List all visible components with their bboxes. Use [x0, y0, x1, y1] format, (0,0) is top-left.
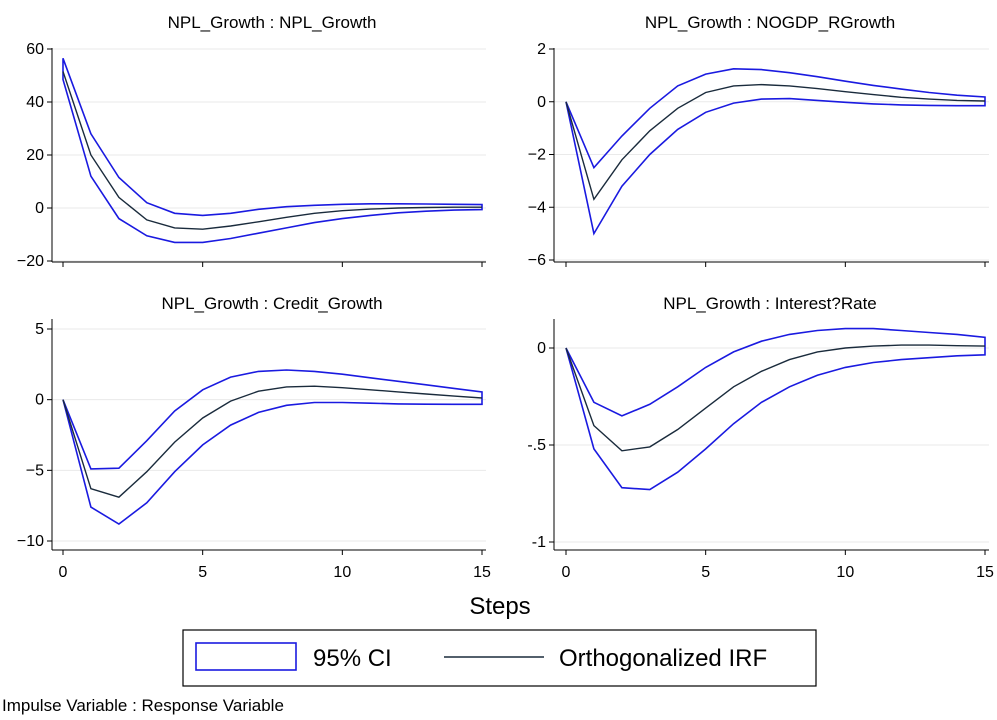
- panel-title: NPL_Growth : Credit_Growth: [161, 294, 382, 313]
- x-tick-label: 15: [473, 564, 491, 581]
- legend-irf-label: Orthogonalized IRF: [559, 645, 767, 672]
- x-tick-label: 5: [701, 564, 710, 581]
- irf-line: [62, 385, 483, 498]
- y-tick-label: 5: [35, 321, 44, 338]
- variables-note: Impulse Variable : Response Variable: [2, 696, 284, 715]
- ci-band: [62, 58, 483, 244]
- y-tick-label: −10: [17, 533, 44, 550]
- x-tick-label: 15: [976, 564, 994, 581]
- irf-panel-1: NPL_Growth : NPL_Growth −20 0 20 40 60: [17, 13, 486, 270]
- x-tick-label: 0: [59, 564, 68, 581]
- x-axis-title: Steps: [469, 593, 530, 620]
- x-tick-label: 10: [333, 564, 351, 581]
- legend: 95% CI Orthogonalized IRF: [182, 629, 817, 687]
- irf-panel-4: NPL_Growth : Interest?Rate -1 -.5 0 0 5 10 15: [527, 294, 994, 581]
- irf-panels: NPL_Growth : NPL_Growth−200204060NPL_Gro…: [17, 13, 994, 581]
- legend-frame: [182, 629, 817, 687]
- ci-band: [62, 369, 483, 525]
- y-tick-label: 0: [35, 200, 44, 217]
- irf-line: [565, 83, 986, 201]
- irf-line: [62, 71, 482, 230]
- legend-ci-swatch: [195, 642, 297, 671]
- y-tick-label: -1: [532, 534, 546, 551]
- legend-ci-label: 95% CI: [313, 645, 392, 672]
- y-tick-label: -.5: [527, 437, 546, 454]
- y-tick-label: 60: [26, 41, 44, 58]
- y-tick-label: −5: [26, 462, 44, 479]
- y-tick-label: −6: [528, 252, 546, 269]
- ci-band: [565, 327, 986, 491]
- x-tick-label: 5: [198, 564, 207, 581]
- y-tick-label: −2: [528, 147, 546, 164]
- panel-title: NPL_Growth : NOGDP_RGrowth: [645, 13, 895, 32]
- y-tick-label: 0: [537, 340, 546, 357]
- y-tick-label: −4: [528, 199, 546, 216]
- panel-title: NPL_Growth : NPL_Growth: [168, 13, 377, 32]
- panel-title: NPL_Growth : Interest?Rate: [663, 294, 877, 313]
- x-tick-label: 10: [836, 564, 854, 581]
- y-tick-label: 0: [537, 94, 546, 111]
- irf-panel-3: NPL_Growth : Credit_Growth −10 −5 0 5 0 5 10 15: [17, 294, 491, 581]
- irf-panel-2: NPL_Growth : NOGDP_RGrowth −6 −4 −2 0 2: [528, 13, 989, 269]
- y-tick-label: 0: [35, 392, 44, 409]
- ci-band: [565, 67, 986, 236]
- x-tick-label: 0: [562, 564, 571, 581]
- y-tick-label: 2: [537, 41, 546, 58]
- y-tick-label: 20: [26, 147, 44, 164]
- y-tick-label: 40: [26, 94, 44, 111]
- irf-line: [565, 344, 986, 452]
- y-tick-label: −20: [17, 253, 44, 270]
